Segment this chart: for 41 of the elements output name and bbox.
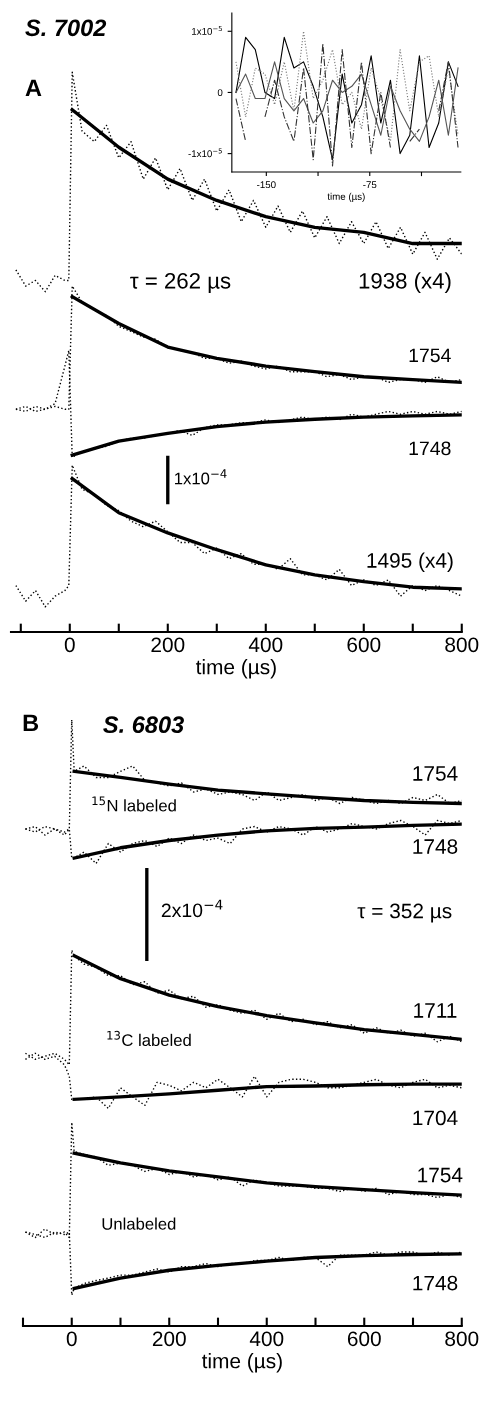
annotation: Unlabeled <box>102 1217 176 1230</box>
x-axis-title: time (µs) <box>201 1353 282 1373</box>
x-tick-label: 800 <box>445 637 479 653</box>
y-tick-label: 0 <box>217 89 223 97</box>
x-axis-title: time (µs) <box>195 659 276 679</box>
chart-title: S. 6803 <box>103 716 184 734</box>
x-tick-label: 200 <box>152 1331 186 1347</box>
annotation: τ = 262 µs <box>130 272 231 294</box>
x-axis-title: time (µs) <box>327 192 365 202</box>
annotation: 2x10$^{−4}$ <box>161 899 223 918</box>
x-tick-label: 0 <box>64 637 75 653</box>
line-series <box>235 61 459 142</box>
annotation: 1754 <box>409 348 451 363</box>
annotation: $^{15}$N labeled <box>92 796 176 812</box>
annotation: 1938 (x4) <box>359 272 451 294</box>
x-tick-label: 400 <box>248 637 283 653</box>
annotation: 1704 <box>413 1110 458 1126</box>
annotation: 1754 <box>413 766 458 781</box>
x-tick-label: 600 <box>347 1331 381 1347</box>
line-series <box>235 30 459 142</box>
annotation: 1748 <box>413 1275 458 1291</box>
chart-title: S. 7002 <box>25 19 107 37</box>
x-tick-label: 0 <box>66 1331 77 1347</box>
x-tick-label: 800 <box>445 1331 479 1347</box>
x-tick-label: 200 <box>151 637 185 653</box>
annotation: $^{13}$C labeled <box>107 1030 191 1047</box>
annotation: τ = 352 µs <box>357 903 452 923</box>
y-tick-label: 1x10$^{−5}$ <box>192 26 222 35</box>
annotation: 1748 <box>413 839 458 854</box>
annotation: 1748 <box>409 441 451 456</box>
x-tick-label: 400 <box>249 1331 284 1347</box>
x-tick-label: 600 <box>347 637 381 653</box>
annotation: 1754 <box>418 1167 463 1183</box>
annotation: A <box>25 79 42 97</box>
annotation: B <box>23 714 39 731</box>
annotation: 1495 (x4) <box>367 552 453 572</box>
y-tick-label: -1x10$^{−5}$ <box>188 148 222 158</box>
x-tick-label: -75 <box>363 181 377 189</box>
x-tick-label: -150 <box>257 181 276 189</box>
annotation: 1711 <box>414 1003 457 1018</box>
annotation: 1x10$^{−4}$ <box>175 469 227 485</box>
